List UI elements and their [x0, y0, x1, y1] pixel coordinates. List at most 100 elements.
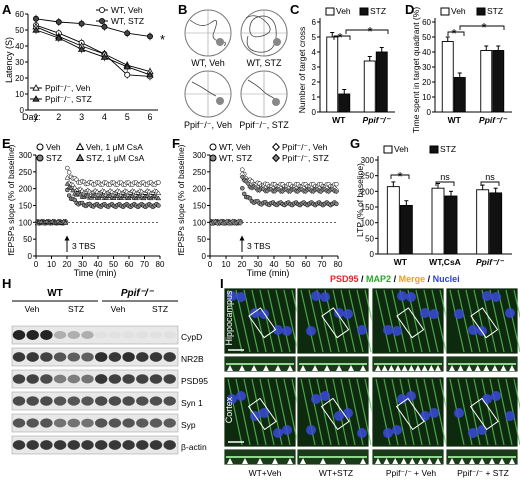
nucleus: [343, 408, 353, 418]
blot-band: [67, 440, 81, 450]
dendrite: [356, 378, 372, 446]
g-chart-bar: [386, 186, 400, 255]
spine-arrowhead: [459, 458, 465, 464]
g-chart-sig-3: ns: [485, 172, 495, 182]
dendrite: [497, 289, 513, 353]
c-chart-bar: [326, 36, 339, 113]
f-chart-legend-label-2: WT, STZ: [219, 153, 252, 163]
spine-arrowhead: [275, 365, 281, 371]
spine-arrowhead: [360, 458, 366, 464]
f-chart-x-tick-label: 0: [208, 260, 213, 269]
a-point: [33, 15, 40, 22]
f-chart-point: [334, 201, 339, 207]
f-chart-tbs-label: 3 TBS: [247, 241, 271, 251]
a-x-tick-label: 2: [56, 112, 61, 122]
spine-arrowhead: [449, 458, 455, 464]
e-chart-y-tick-label: 300: [19, 151, 33, 160]
dendrite: [340, 289, 356, 353]
nucleus: [311, 291, 321, 301]
spine-arrowhead: [251, 365, 257, 371]
c-chart-legend-swatch: [325, 7, 335, 16]
f-chart-point: [240, 186, 245, 191]
e-chart-legend-marker: [36, 143, 44, 151]
a-x-tick-label: 6: [147, 112, 152, 122]
panel-e-letter: E: [2, 136, 11, 151]
blot-band: [40, 396, 53, 406]
g-chart-y-tick-label: 250: [361, 172, 375, 181]
d-chart-y-tick-label: 0: [427, 108, 432, 117]
spine-arrowhead: [421, 365, 428, 371]
e-chart-x-tick-label: 50: [109, 260, 118, 269]
d-chart-bracket: [447, 31, 465, 36]
nucleus: [320, 391, 330, 401]
dendrite: [251, 378, 267, 446]
g-chart-y-tick-label: 150: [361, 203, 375, 212]
d-chart-bar: [480, 50, 493, 113]
blot-band: [163, 331, 176, 339]
f-chart-point: [333, 188, 340, 195]
d-chart-y-tick-label: 40: [422, 48, 431, 57]
g-chart-bar: [489, 192, 503, 255]
f-chart-point: [245, 180, 251, 187]
blot-band: [12, 330, 26, 340]
blot-band: [40, 374, 53, 384]
nucleus: [357, 428, 367, 438]
panel-a-plot: [32, 14, 154, 81]
d-chart-bar: [441, 41, 454, 113]
row-label-hippocampus: Hippocampus: [224, 290, 234, 346]
micrograph: [445, 287, 519, 355]
panel-f: F fEPSPs slope (% of baseline) 050100150…: [172, 136, 343, 278]
e-chart-point: [65, 165, 70, 171]
nucleus: [311, 394, 321, 404]
blot-band: [53, 331, 67, 339]
a-legend-label-3: Ppif⁻/⁻, Veh: [45, 83, 91, 93]
e-chart-point: [68, 185, 74, 190]
blot-band: [95, 352, 108, 362]
panel-e: E fEPSPs slope (% of baseline) 050100150…: [2, 136, 165, 278]
f-chart-x-tick-label: 70: [318, 260, 327, 269]
g-chart-bar: [431, 187, 445, 255]
e-chart-point: [72, 184, 78, 190]
panel-a-significance: *: [160, 32, 165, 47]
f-chart-y-tick-label: 50: [197, 235, 206, 244]
g-chart-x-label: Ppif⁻/⁻: [476, 257, 505, 267]
nucleus: [273, 325, 283, 335]
channel-sep-1: /: [359, 274, 367, 284]
f-chart-point: [334, 181, 339, 187]
spine-arrowhead: [360, 365, 366, 371]
e-chart-point: [70, 182, 76, 187]
a-point: [146, 33, 153, 40]
blot-band: [81, 396, 94, 406]
nucleus: [454, 408, 464, 418]
dendrite: [259, 289, 275, 353]
panel-a-letter: A: [2, 2, 12, 17]
blot-band: [136, 374, 149, 384]
blot-band: [40, 440, 53, 450]
spine-arrowhead: [375, 365, 381, 371]
spine-arrowhead: [417, 458, 424, 464]
e-chart-x-tick-label: 70: [140, 260, 149, 269]
panel-a-axes: 0 10 20 30 40 50 60 1 2 3 4 5 6: [15, 10, 158, 122]
blot-band: [108, 440, 122, 450]
dendrite: [431, 378, 447, 446]
a-series-line-4: [35, 29, 151, 76]
spine-arrowhead: [257, 458, 263, 464]
nucleus: [468, 325, 478, 335]
a-point: [55, 18, 62, 25]
f-chart-x-tick-label: 20: [238, 260, 247, 269]
e-chart-legend-label-4: STZ, 1 μM CsA: [86, 153, 145, 163]
nucleus: [227, 394, 237, 404]
maze-label-1: WT, Veh: [191, 58, 225, 68]
channel-psd95: PSD95: [330, 274, 359, 284]
f-chart-legend-marker: [209, 154, 217, 162]
dendrite: [308, 289, 324, 353]
g-chart-bracket: [390, 174, 410, 179]
dendrite: [513, 289, 520, 320]
roi-box: [396, 307, 425, 339]
spine-arrowhead: [415, 365, 421, 371]
blot-group-ko: Ppif⁻/⁻: [121, 288, 155, 299]
f-chart-point: [237, 220, 244, 226]
c-chart-bracket: [345, 29, 389, 34]
maze-wt-veh: [184, 9, 232, 57]
